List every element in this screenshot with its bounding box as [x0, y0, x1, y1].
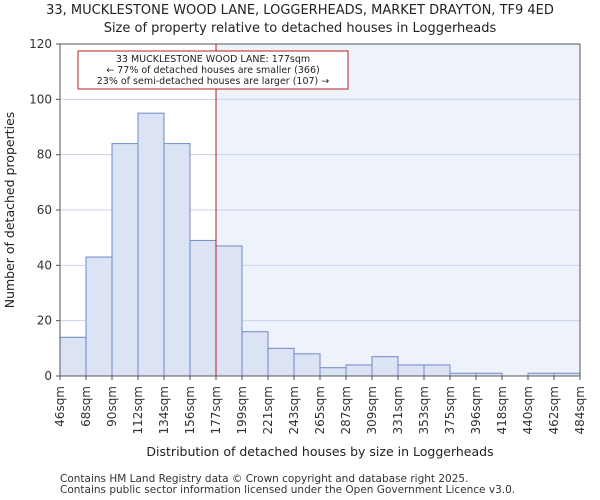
x-tick-label: 177sqm — [209, 386, 223, 434]
histogram-bar — [319, 367, 347, 377]
x-tick-label: 112sqm — [131, 386, 145, 434]
y-tick-label: 60 — [37, 203, 52, 217]
x-tick-label: 199sqm — [235, 386, 249, 434]
x-tick-label: 396sqm — [469, 386, 483, 434]
x-tick-label: 309sqm — [365, 386, 379, 434]
histogram-bar — [85, 256, 113, 377]
histogram-bar — [59, 336, 87, 377]
x-tick-label: 68sqm — [79, 386, 93, 427]
y-tick-label: 80 — [37, 148, 52, 162]
x-tick-label: 353sqm — [417, 386, 431, 434]
x-tick-label: 375sqm — [443, 386, 457, 434]
y-tick-label: 40 — [37, 258, 52, 272]
histogram-bar — [397, 364, 425, 377]
histogram-bar — [111, 143, 139, 377]
histogram-bar — [215, 245, 243, 377]
x-tick-label: 484sqm — [573, 386, 587, 434]
x-tick-label: 462sqm — [547, 386, 561, 434]
footer-copyright: Contains HM Land Registry data © Crown c… — [60, 473, 469, 485]
x-tick-label: 243sqm — [287, 386, 301, 434]
x-tick-label: 265sqm — [313, 386, 327, 434]
histogram-bar — [189, 239, 217, 377]
y-axis-label: Number of detached properties — [2, 112, 17, 309]
x-tick-label: 287sqm — [339, 386, 353, 434]
annotation-line: ← 77% of detached houses are smaller (36… — [106, 65, 319, 76]
histogram-bar — [293, 353, 321, 377]
x-tick-label: 418sqm — [495, 386, 509, 434]
histogram-bar — [137, 112, 165, 377]
x-tick-label: 156sqm — [183, 386, 197, 434]
histogram-bar — [423, 364, 451, 377]
y-tick-label: 100 — [29, 92, 52, 106]
chart-title-address: 33, MUCKLESTONE WOOD LANE, LOGGERHEADS, … — [46, 3, 554, 18]
annotation-line: 33 MUCKLESTONE WOOD LANE: 177sqm — [116, 54, 310, 65]
x-tick-label: 46sqm — [53, 386, 67, 427]
y-tick-label: 120 — [29, 37, 52, 51]
histogram-bar — [267, 347, 295, 377]
x-tick-label: 331sqm — [391, 386, 405, 434]
x-axis-label: Distribution of detached houses by size … — [146, 444, 493, 459]
x-tick-label: 440sqm — [521, 386, 535, 434]
footer-licence: Contains public sector information licen… — [60, 484, 516, 496]
histogram-bar — [163, 143, 191, 377]
x-tick-label: 134sqm — [157, 386, 171, 434]
annotation-line: 23% of semi-detached houses are larger (… — [97, 76, 330, 87]
x-tick-label: 221sqm — [261, 386, 275, 434]
histogram-bar — [345, 364, 373, 377]
histogram-bar — [241, 331, 269, 377]
histogram-bar — [371, 356, 399, 377]
annotation-box — [77, 50, 349, 90]
y-tick-label: 0 — [44, 369, 52, 383]
chart-title: Size of property relative to detached ho… — [103, 21, 497, 36]
x-tick-label: 90sqm — [105, 386, 119, 427]
y-tick-label: 20 — [37, 314, 52, 328]
histogram-chart: 0 20 40 60 80 100 120 46sqm 68sqm 90sqm 112sqm 134s… — [2, 37, 587, 459]
